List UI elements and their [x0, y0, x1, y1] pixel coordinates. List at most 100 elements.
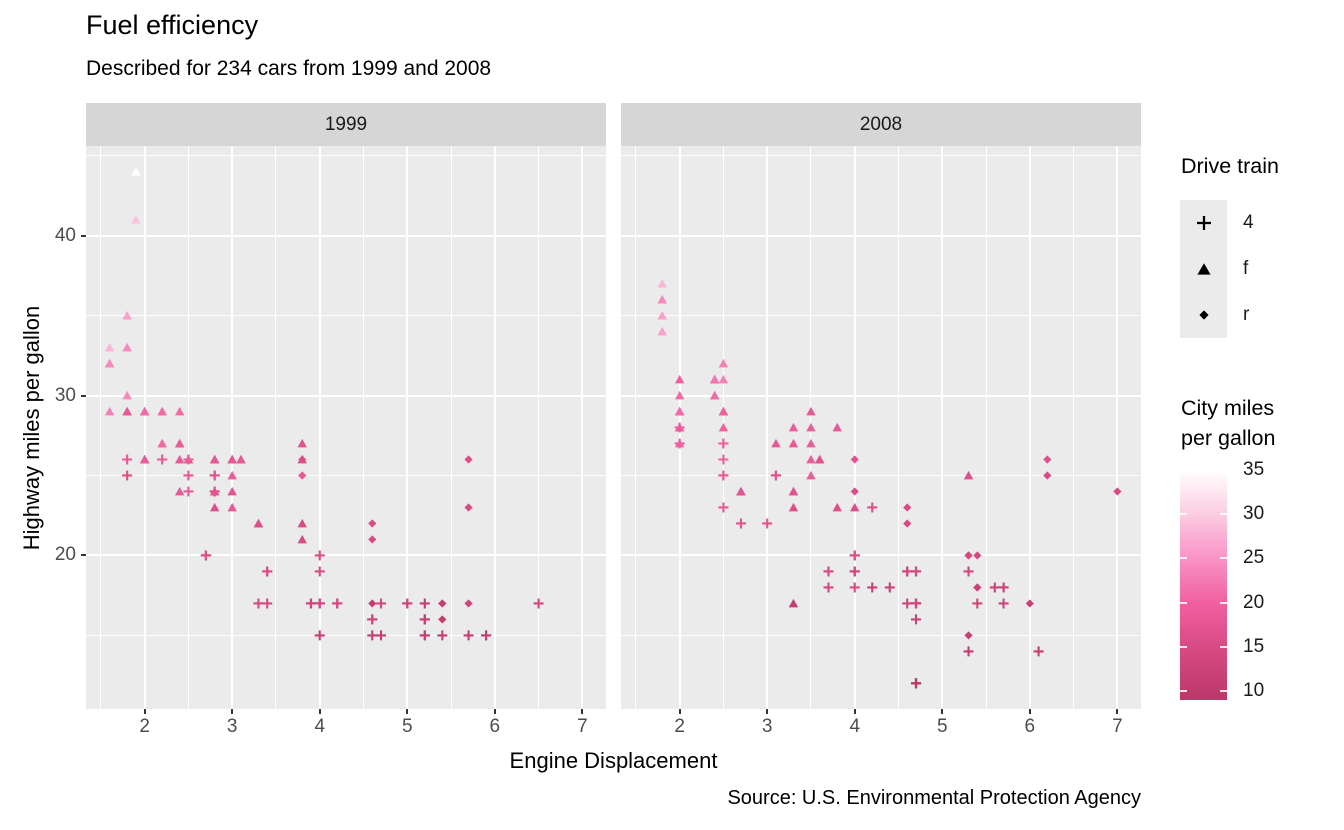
- y-minor-gridline: [86, 634, 606, 636]
- data-point: [332, 598, 343, 609]
- data-point: [298, 471, 307, 480]
- data-point: [227, 502, 237, 512]
- data-point: [209, 454, 220, 464]
- legend-key-f: [1180, 246, 1227, 292]
- data-point: [1043, 471, 1052, 480]
- x-minor-gridline: [635, 146, 637, 709]
- x-axis-title: Engine Displacement: [509, 748, 718, 773]
- panel-2008: [621, 146, 1141, 709]
- y-tick-mark: [81, 394, 86, 397]
- y-major-gridline: [621, 554, 1141, 557]
- data-point: [823, 566, 834, 577]
- x-major-gridline: [1028, 146, 1031, 709]
- y-major-gridline: [621, 394, 1141, 397]
- data-point: [533, 598, 544, 609]
- data-point: [832, 422, 842, 432]
- data-point: [464, 599, 473, 608]
- colorbar-label: 20: [1243, 591, 1265, 613]
- data-point: [174, 438, 185, 448]
- data-point: [850, 455, 859, 464]
- data-point: [368, 519, 377, 528]
- data-point: [849, 582, 860, 593]
- data-point: [718, 502, 729, 513]
- data-point: [998, 598, 1009, 609]
- y-minor-gridline: [86, 474, 606, 476]
- data-point: [972, 598, 983, 609]
- x-minor-gridline: [450, 146, 452, 709]
- colorbar-tick: [1180, 557, 1187, 560]
- data-point: [902, 598, 913, 609]
- data-point: [849, 550, 860, 561]
- data-point: [850, 487, 859, 496]
- data-point: [815, 454, 825, 464]
- data-point: [253, 598, 264, 609]
- data-point: [253, 518, 264, 528]
- data-point: [806, 406, 816, 416]
- x-tick-mark: [1116, 709, 1119, 714]
- data-point: [736, 486, 746, 496]
- data-point: [314, 598, 325, 609]
- y-tick-mark: [81, 554, 86, 557]
- data-point: [122, 310, 132, 320]
- data-point: [823, 582, 834, 593]
- colorbar-label: 25: [1243, 547, 1265, 569]
- x-tick-label: 2: [674, 716, 685, 737]
- data-point: [788, 598, 799, 608]
- data-point: [657, 294, 667, 304]
- y-minor-gridline: [621, 634, 1141, 636]
- chart-caption: Source: U.S. Environmental Protection Ag…: [727, 787, 1141, 809]
- x-major-gridline: [581, 146, 584, 709]
- x-tick-label: 5: [936, 716, 948, 737]
- y-tick-label: 30: [54, 384, 76, 406]
- data-point: [963, 646, 974, 657]
- data-point: [122, 454, 133, 465]
- data-point: [367, 630, 378, 641]
- data-point: [674, 406, 685, 416]
- data-point: [1113, 487, 1122, 496]
- y-major-gridline: [86, 394, 606, 397]
- x-tick-mark: [143, 709, 146, 714]
- x-tick-mark: [493, 709, 496, 714]
- data-point: [297, 518, 307, 528]
- x-tick-mark: [1028, 709, 1031, 714]
- data-point: [963, 566, 974, 577]
- data-point: [464, 455, 473, 464]
- data-point: [806, 470, 816, 480]
- data-point: [174, 454, 185, 464]
- x-tick-mark: [581, 709, 584, 714]
- y-major-gridline: [86, 554, 606, 557]
- data-point: [718, 454, 729, 465]
- data-point: [104, 358, 115, 368]
- x-major-gridline: [1116, 146, 1119, 709]
- points-layer: [104, 166, 544, 641]
- data-point: [209, 470, 220, 481]
- data-point: [718, 406, 729, 416]
- data-point: [762, 518, 773, 529]
- color-legend-title-line2: per gallon: [1181, 426, 1276, 450]
- data-point: [963, 470, 974, 480]
- x-major-gridline: [406, 146, 409, 709]
- data-point: [674, 422, 685, 432]
- data-point: [367, 614, 378, 625]
- x-minor-gridline: [275, 146, 277, 709]
- y-tick-label: 20: [54, 544, 76, 566]
- data-point: [911, 598, 922, 609]
- data-point: [718, 438, 729, 449]
- y-minor-gridline: [621, 315, 1141, 317]
- x-minor-gridline: [985, 146, 987, 709]
- data-point: [788, 502, 799, 512]
- data-point: [806, 422, 816, 432]
- data-point: [481, 630, 492, 641]
- y-major-gridline: [86, 234, 606, 237]
- data-point: [964, 631, 973, 640]
- data-point: [771, 438, 781, 448]
- x-tick-mark: [766, 709, 769, 714]
- x-tick-label: 7: [1112, 716, 1123, 737]
- data-point: [884, 582, 895, 593]
- data-point: [262, 598, 273, 609]
- x-major-gridline: [853, 146, 856, 709]
- data-point: [297, 454, 307, 464]
- data-point: [227, 470, 237, 480]
- colorbar-label: 35: [1243, 459, 1265, 480]
